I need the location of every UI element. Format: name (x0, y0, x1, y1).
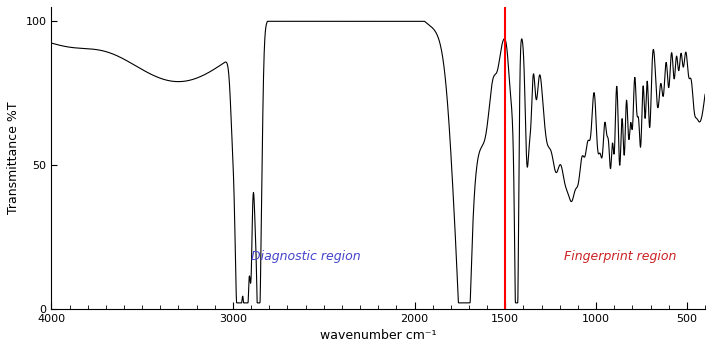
Text: Diagnostic region: Diagnostic region (251, 251, 360, 263)
Y-axis label: Transmittance %T: Transmittance %T (7, 102, 20, 214)
Text: Fingerprint region: Fingerprint region (563, 251, 676, 263)
X-axis label: wavenumber cm⁻¹: wavenumber cm⁻¹ (320, 329, 436, 342)
